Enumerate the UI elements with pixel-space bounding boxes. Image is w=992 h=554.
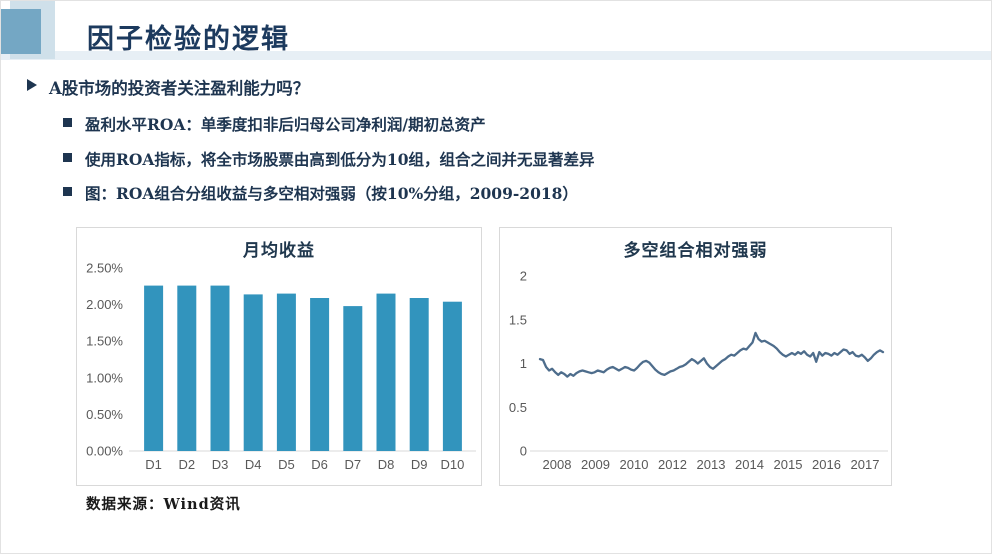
svg-text:D1: D1 [145, 457, 162, 472]
arrow-bullet-icon [27, 79, 37, 91]
square-bullet-icon [63, 153, 72, 162]
bullet-question-text: A股市场的投资者关注盈利能力吗？ [49, 79, 310, 98]
svg-text:2: 2 [520, 269, 527, 284]
svg-text:D3: D3 [212, 457, 229, 472]
svg-text:2017: 2017 [851, 457, 880, 472]
svg-text:2012: 2012 [658, 457, 687, 472]
svg-text:D6: D6 [311, 457, 328, 472]
svg-text:D8: D8 [378, 457, 395, 472]
title-underline-band [1, 51, 991, 60]
svg-text:1: 1 [520, 356, 527, 371]
svg-text:2010: 2010 [620, 457, 649, 472]
bullet-item-text: 使用ROA指标，将全市场股票由高到低分为10组，组合之间并无显著差异 [85, 150, 595, 169]
svg-text:2014: 2014 [735, 457, 764, 472]
line-chart-title: 多空组合相对强弱 [623, 241, 768, 261]
bar-chart-title: 月均收益 [243, 241, 315, 261]
bullet-item-text: 盈利水平ROA：单季度扣非后归母公司净利润/期初总资产 [85, 115, 486, 134]
svg-text:0.50%: 0.50% [86, 407, 123, 422]
svg-text:0.00%: 0.00% [86, 444, 123, 459]
bullet-item: 图：ROA组合分组收益与多空相对强弱（按10%分组，2009-2018） [63, 182, 578, 204]
svg-text:2.00%: 2.00% [86, 297, 123, 312]
svg-text:1.00%: 1.00% [86, 370, 123, 385]
svg-text:1.50%: 1.50% [86, 334, 123, 349]
page-title: 因子检验的逻辑 [87, 24, 290, 55]
square-bullet-icon [63, 118, 72, 127]
line-chart-panel: 多空组合相对强弱 0 0.5 1 1.5 2 2008 2009 2010 2012 2013 20… [499, 227, 892, 486]
bar-chart: 0.00% 0.50% 1.00% 1.50% 2.00% 2.50% D1 D2 D3 D4 D5… [86, 261, 476, 472]
bullet-item: 使用ROA指标，将全市场股票由高到低分为10组，组合之间并无显著差异 [63, 148, 594, 170]
line-chart: 0 0.5 1 1.5 2 2008 2009 2010 2012 2013 2014 2015 201… [509, 269, 888, 472]
svg-text:2009: 2009 [581, 457, 610, 472]
svg-text:2015: 2015 [774, 457, 803, 472]
square-bullet-icon [63, 187, 72, 196]
svg-text:0: 0 [520, 444, 527, 459]
svg-text:D7: D7 [344, 457, 361, 472]
svg-text:2.50%: 2.50% [86, 261, 123, 276]
svg-text:D9: D9 [411, 457, 428, 472]
svg-text:D10: D10 [440, 457, 464, 472]
bullet-item: 盈利水平ROA：单季度扣非后归母公司净利润/期初总资产 [63, 113, 486, 135]
header-deco-blue-square [1, 9, 41, 54]
svg-text:2016: 2016 [812, 457, 841, 472]
svg-text:1.5: 1.5 [509, 312, 527, 327]
svg-text:2008: 2008 [543, 457, 572, 472]
svg-text:D5: D5 [278, 457, 295, 472]
svg-text:2013: 2013 [697, 457, 726, 472]
bar-chart-panel: 月均收益 0.00% 0.50% 1.00% 1.50% 2.00% 2.50% D1 D2 D… [76, 227, 482, 486]
data-source-note: 数据来源：Wind资讯 [86, 496, 241, 513]
svg-text:D4: D4 [245, 457, 262, 472]
svg-text:0.5: 0.5 [509, 400, 527, 415]
bullet-question: A股市场的投资者关注盈利能力吗？ [27, 75, 309, 99]
bullet-item-text: 图：ROA组合分组收益与多空相对强弱（按10%分组，2009-2018） [85, 184, 578, 203]
svg-text:D2: D2 [178, 457, 195, 472]
